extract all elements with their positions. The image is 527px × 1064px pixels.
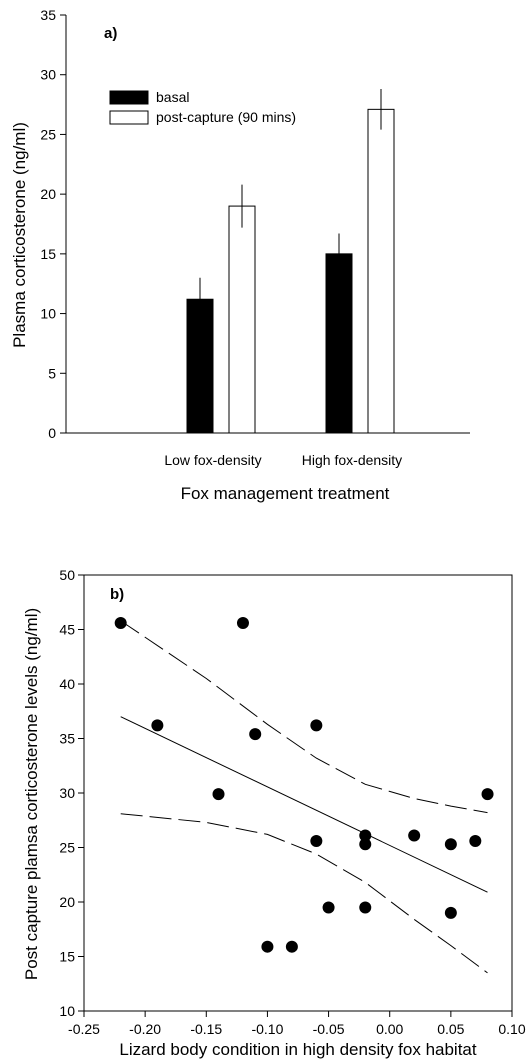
- panel-b-y-tick-label: 20: [59, 894, 75, 910]
- panel-b-data-point: [359, 901, 372, 914]
- panel-b-data-point: [359, 838, 372, 851]
- panel-b-data-point: [481, 788, 494, 801]
- panel-a-y-tick-label: 25: [40, 126, 56, 142]
- panel-a-y-tick-label: 30: [40, 67, 56, 83]
- panel-b-data-point: [444, 906, 457, 919]
- panel-a-y-tick-label: 10: [40, 306, 56, 322]
- panel-a-label: a): [104, 25, 117, 42]
- panel-b-y-tick-label: 10: [59, 1003, 75, 1019]
- panel-a-y-tick-label: 35: [40, 7, 56, 23]
- panel-a-x-tick-label: Low fox-density: [164, 452, 261, 468]
- panel-b-y-tick-label: 50: [59, 567, 75, 583]
- panel-a-y-tick-label: 15: [40, 246, 56, 262]
- panel-a-y-tick-label: 5: [48, 365, 56, 381]
- panel-a-bar: [367, 108, 395, 434]
- panel-b-y-axis-title: Post capture plamsa corticosterone level…: [22, 608, 41, 980]
- panel-b-data-point: [469, 834, 482, 847]
- panel-b-data-point: [285, 940, 298, 953]
- panel-a-legend: basal post-capture (90 mins): [109, 89, 296, 125]
- panel-b-x-tick-label: 0.05: [437, 1021, 464, 1037]
- panel-a-legend-label: basal: [156, 89, 189, 105]
- panel-b-scatter-plot: b) Post capture plamsa corticosterone le…: [22, 567, 526, 1059]
- panel-b-lower-confidence-band: [120, 813, 488, 974]
- panel-b-data-point: [359, 829, 372, 842]
- panel-b-y-tick-label: 25: [59, 840, 75, 856]
- panel-b-x-tick-label: -0.10: [251, 1021, 283, 1037]
- panel-b-x-tick-label: 0.00: [376, 1021, 403, 1037]
- panel-b-x-tick-label: -0.20: [129, 1021, 161, 1037]
- panel-b-data-point: [151, 719, 164, 732]
- panel-b-x-tick-label: -0.05: [313, 1021, 345, 1037]
- panel-b-regression-line: [120, 716, 488, 893]
- panel-b-data-point: [444, 838, 457, 851]
- panel-b-data-point: [236, 616, 249, 629]
- panel-b-data-point: [310, 719, 323, 732]
- panel-a-y-tick-label: 20: [40, 186, 56, 202]
- panel-b-data-point: [212, 788, 225, 801]
- panel-b-y-tick-label: 40: [59, 676, 75, 692]
- panel-b-plot-frame: [83, 574, 513, 1012]
- panel-a-bar-chart: a) Plasma corticosterone (ng/ml) Fox man…: [10, 7, 470, 503]
- panel-b-data-point: [249, 728, 262, 741]
- panel-a-bar: [325, 253, 353, 434]
- panel-b-upper-confidence-band: [120, 620, 488, 814]
- panel-b-y-tick-label: 45: [59, 622, 75, 638]
- panel-a-y-axis-title: Plasma corticosterone (ng/ml): [10, 122, 29, 348]
- panel-a-legend-swatch: [109, 90, 149, 105]
- panel-b-data-point: [310, 834, 323, 847]
- panel-a-y-tick-label: 0: [48, 425, 56, 441]
- panel-b-data-point: [408, 829, 421, 842]
- panel-a-x-axis-title: Fox management treatment: [181, 484, 390, 503]
- panel-b-x-tick-label: -0.25: [68, 1021, 100, 1037]
- panel-b-y-tick-label: 35: [59, 731, 75, 747]
- panel-b-data-point: [322, 901, 335, 914]
- panel-b-x-tick-label: -0.15: [190, 1021, 222, 1037]
- panel-b-y-tick-label: 15: [59, 949, 75, 965]
- panel-a-x-tick-label: High fox-density: [302, 452, 402, 468]
- panel-b-data-point: [261, 940, 274, 953]
- panel-b-y-tick-label: 30: [59, 785, 75, 801]
- panel-a-legend-label: post-capture (90 mins): [156, 109, 296, 125]
- panel-a-bar: [228, 205, 256, 434]
- panel-b-data-point: [114, 616, 127, 629]
- panel-b-x-axis-title: Lizard body condition in high density fo…: [119, 1040, 477, 1059]
- panel-b-label: b): [110, 586, 124, 603]
- panel-b-x-tick-label: 0.10: [498, 1021, 525, 1037]
- panel-a-legend-swatch: [109, 110, 149, 125]
